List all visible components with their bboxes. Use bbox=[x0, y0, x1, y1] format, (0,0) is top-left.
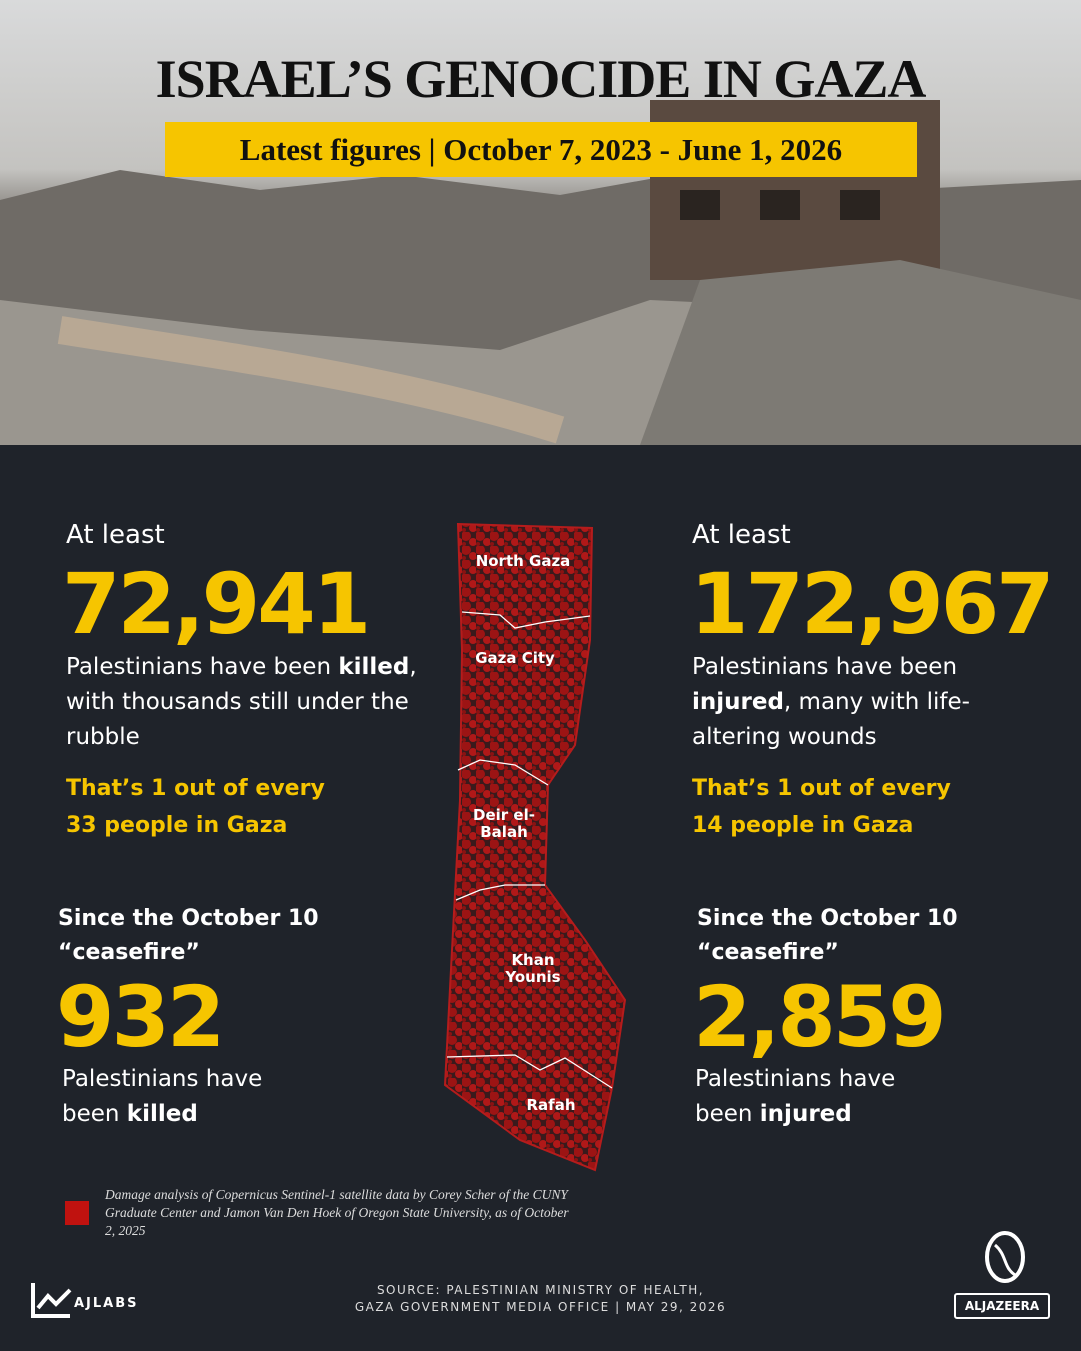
ratio: That’s 1 out of every 14 people in Gaza bbox=[692, 776, 951, 838]
lead: At least bbox=[66, 520, 165, 550]
heading: Since the October 10 “ceasefire” bbox=[58, 906, 319, 965]
figure: 172,967 bbox=[690, 555, 1055, 653]
text-bold: injured bbox=[759, 1101, 852, 1127]
text-bold: killed bbox=[126, 1101, 198, 1127]
title: ISRAEL’S GENOCIDE IN GAZA bbox=[155, 49, 927, 109]
description: Palestinians have been injured bbox=[695, 1062, 925, 1132]
text: Palestinians have been bbox=[66, 654, 339, 680]
text-bold: injured bbox=[692, 689, 784, 715]
source: GAZA GOVERNMENT MEDIA OFFICE | MAY 29, 2… bbox=[354, 1300, 727, 1314]
text: , with thousands still under the rubble bbox=[66, 654, 417, 750]
source: SOURCE: PALESTINIAN MINISTRY OF HEALTH, bbox=[376, 1283, 705, 1297]
description: Palestinians have been killed, with thou… bbox=[66, 650, 421, 755]
region-label: North Gaza bbox=[475, 552, 571, 570]
figure: 932 bbox=[56, 968, 225, 1066]
logo-text: AJLABS bbox=[74, 1296, 139, 1311]
aljazeera-emblem bbox=[985, 1231, 1025, 1283]
text-bold: killed bbox=[338, 654, 410, 680]
text: Palestinians have been bbox=[692, 654, 958, 680]
lead: At least bbox=[692, 520, 791, 550]
region-label: Gaza City bbox=[475, 649, 555, 667]
subtitle: Latest figures | October 7, 2023 - June … bbox=[165, 122, 917, 177]
ratio: That’s 1 out of every 33 people in Gaza bbox=[66, 776, 325, 838]
text: Palestinians have been bbox=[62, 1066, 263, 1127]
region-label: Rafah bbox=[526, 1096, 576, 1114]
header-photo bbox=[0, 0, 1081, 445]
ajlabs-icon bbox=[31, 1283, 72, 1318]
description: Palestinians have been killed bbox=[62, 1062, 292, 1132]
text: , many with life-altering wounds bbox=[692, 689, 970, 750]
region-label: Deir el-Balah bbox=[473, 806, 535, 841]
heading: Since the October 10 “ceasefire” bbox=[697, 906, 958, 965]
logo-text: ALJAZEERA bbox=[954, 1293, 1050, 1319]
region-label: Khan Younis bbox=[505, 951, 561, 986]
figure: 72,941 bbox=[62, 555, 371, 653]
description: Palestinians have been injured, many wit… bbox=[692, 650, 982, 755]
text: Palestinians have been bbox=[695, 1066, 896, 1127]
legend-note: Damage analysis of Copernicus Sentinel-1… bbox=[105, 1187, 569, 1238]
figure: 2,859 bbox=[693, 968, 947, 1066]
